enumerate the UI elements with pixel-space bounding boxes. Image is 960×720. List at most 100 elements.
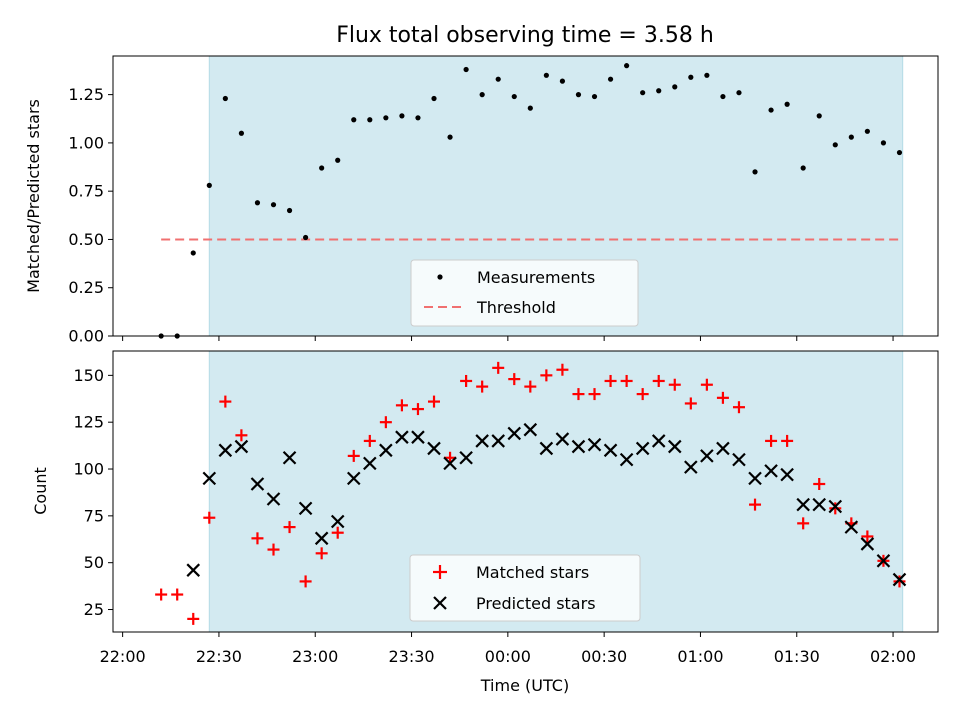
top-measurements-point: [495, 76, 501, 82]
bottom-predicted-stars-point: [732, 452, 746, 467]
bottom-legend: Matched stars Predicted stars: [409, 554, 641, 622]
bottom-predicted-stars-point: [876, 554, 891, 568]
bottom-predicted-stars-point: [555, 432, 570, 446]
bottom-xtick-label: 02:00: [870, 647, 916, 666]
bottom-matched-stars-point: [299, 575, 312, 588]
top-ytick-label: 1.00: [68, 133, 104, 152]
bottom-predicted-stars-point: [282, 451, 297, 465]
bottom-predicted-stars-point: [700, 449, 714, 463]
top-measurements-point: [270, 202, 277, 208]
bottom-matched-stars-point: [781, 434, 794, 447]
top-measurements-point: [688, 74, 694, 80]
bottom-predicted-stars-point: [539, 441, 554, 456]
bottom-ylabel: Count: [31, 467, 50, 515]
top-measurements-point: [335, 157, 341, 163]
bottom-predicted-stars-point: [667, 439, 682, 454]
top-measurements-point: [463, 66, 469, 73]
top-panel: 0.00 0.25 0.50 0.75 1.00 1.25 Matched/Predict…: [24, 55, 939, 346]
bottom-predicted-stars-point: [860, 537, 875, 551]
top-measurements-point: [447, 134, 453, 140]
bottom-predicted-stars-point: [812, 497, 827, 512]
bottom-matched-stars-point: [540, 369, 553, 382]
bottom-matched-stars-point: [652, 374, 665, 387]
top-measurements-point: [367, 117, 373, 123]
bottom-matched-stars-point: [508, 373, 521, 386]
bottom-matched-stars-point: [171, 588, 184, 601]
bottom-predicted-stars-point: [619, 452, 634, 467]
top-measurements-point: [383, 115, 389, 121]
bottom-matched-stars-point: [636, 388, 649, 401]
top-measurements-point: [736, 90, 742, 96]
bottom-xtick-label: 22:00: [100, 647, 146, 666]
top-measurements-point: [656, 88, 662, 94]
bottom-xtick-label: 23:30: [388, 647, 434, 666]
bottom-predicted-stars-point: [780, 467, 794, 482]
top-ytick-label: 0.50: [68, 230, 104, 249]
bottom-matched-stars-point: [668, 378, 681, 391]
bottom-matched-stars-point: [732, 401, 745, 414]
top-measurements-point: [527, 105, 533, 111]
top-measurements-point: [206, 182, 212, 188]
bottom-matched-stars-point: [620, 374, 633, 387]
top-measurements-point: [431, 95, 437, 102]
bottom-matched-stars-point: [861, 530, 874, 543]
bottom-predicted-stars-point: [828, 499, 843, 514]
top-measurements-point: [222, 95, 228, 102]
bottom-predicted-stars-point: [892, 572, 907, 587]
bottom-xtick-label: 01:00: [677, 647, 723, 666]
top-measurements-point: [351, 117, 357, 123]
bottom-xtick-label: 22:30: [196, 647, 242, 666]
bottom-matched-stars-point: [492, 361, 505, 374]
bottom-matched-stars-point: [395, 399, 408, 412]
top-ytick-label: 0.00: [68, 327, 104, 346]
bottom-xtick-label: 00:30: [581, 647, 627, 666]
top-measurements-point: [816, 113, 822, 119]
bottom-predicted-stars-point: [603, 443, 618, 458]
bottom-points: [155, 361, 907, 625]
bottom-matched-stars-point: [235, 429, 248, 442]
bottom-predicted-stars-point: [844, 520, 859, 534]
bottom-ytick-label: 75: [84, 506, 104, 525]
bottom-matched-stars-point: [219, 395, 232, 408]
bottom-predicted-stars-point: [796, 497, 810, 512]
bottom-predicted-stars-point: [491, 434, 505, 448]
bottom-matched-stars-point: [187, 612, 200, 625]
bottom-xtick-label: 00:00: [485, 647, 531, 666]
bottom-matched-stars-point: [331, 526, 344, 539]
bottom-predicted-stars-point: [346, 471, 361, 486]
bottom-predicted-stars-point: [475, 434, 489, 448]
bottom-ytick-label: 150: [73, 366, 104, 385]
bottom-matched-stars-point: [315, 547, 328, 560]
bottom-predicted-stars-point: [330, 514, 345, 529]
bottom-predicted-stars-point: [459, 451, 473, 465]
bottom-predicted-stars-point: [571, 439, 586, 454]
bottom-predicted-stars-point: [443, 456, 457, 471]
bottom-predicted-stars-point: [764, 464, 778, 478]
top-measurements-point: [543, 72, 549, 78]
bottom-predicted-stars-point: [186, 563, 201, 577]
bottom-matched-stars-point: [267, 543, 280, 556]
bottom-matched-stars-point: [893, 575, 906, 588]
top-measurements-point: [319, 165, 325, 171]
bottom-matched-stars-point: [428, 395, 441, 408]
top-measurements-point: [752, 169, 758, 175]
bottom-matched-stars-point: [347, 449, 360, 462]
bottom-ytick-label: 100: [73, 460, 104, 479]
top-measurements-point: [607, 76, 614, 82]
bottom-y-ticks: 25 50 75 100 125 150: [73, 366, 113, 619]
top-measurements-point: [254, 200, 261, 206]
top-ytick-label: 1.25: [68, 85, 104, 104]
bottom-matched-stars-point: [604, 374, 617, 387]
bottom-matched-stars-point: [283, 521, 296, 534]
top-measurements-point: [832, 142, 838, 148]
bottom-matched-stars-point: [572, 388, 585, 401]
bottom-predicted-stars-point: [218, 443, 233, 458]
bottom-predicted-stars-point: [427, 441, 441, 456]
legend-measurements-label: Measurements: [477, 268, 595, 287]
legend-measurements-marker: [437, 274, 443, 280]
top-measurements-point: [624, 63, 630, 69]
bottom-predicted-stars-point: [635, 441, 650, 456]
top-measurements-point: [399, 113, 405, 119]
top-measurements-point: [672, 84, 678, 90]
